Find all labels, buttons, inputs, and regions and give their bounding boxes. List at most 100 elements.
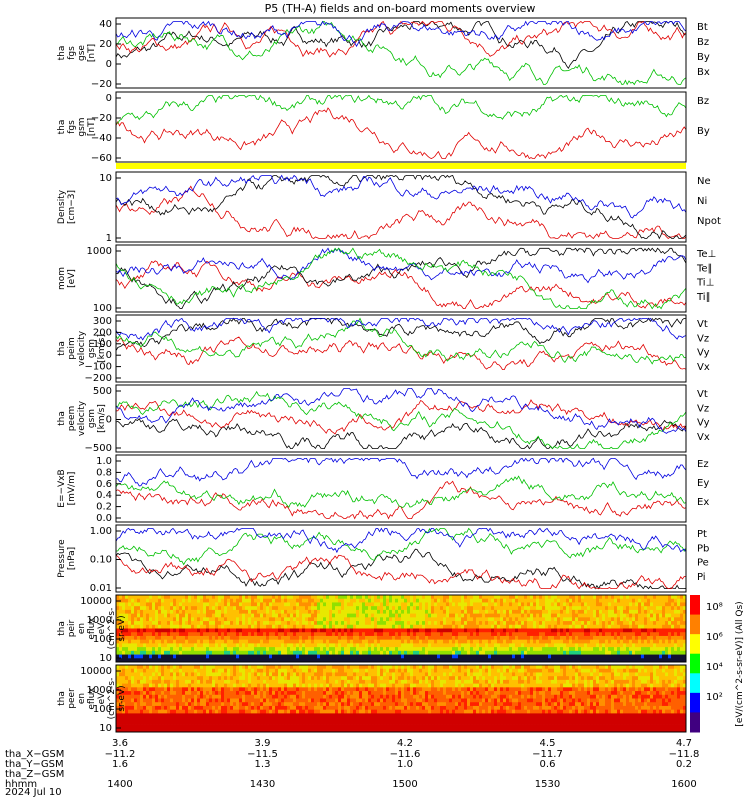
heatmap-cell (239, 679, 243, 685)
heatmap-cell (620, 598, 624, 603)
heatmap-cell (281, 713, 285, 718)
heatmap-cell (206, 676, 210, 681)
heatmap-cell (311, 691, 315, 696)
heatmap-cell (635, 621, 639, 626)
heatmap-cell (227, 679, 231, 685)
heatmap-cell (242, 606, 246, 611)
y-tick-label: 100 (93, 303, 112, 314)
heatmap-cell (356, 650, 360, 655)
heatmap-cell (602, 639, 606, 644)
heatmap-cell (212, 698, 216, 703)
heatmap-cell (254, 624, 258, 629)
heatmap-cell (140, 598, 144, 603)
heatmap-cell (650, 598, 654, 603)
heatmap-cell (452, 602, 456, 607)
heatmap-cell (128, 702, 132, 707)
heatmap-cell (284, 698, 288, 703)
heatmap-cell (257, 698, 261, 703)
heatmap-cell (548, 598, 552, 603)
heatmap-cell (605, 595, 609, 600)
heatmap-cell (146, 643, 150, 648)
heatmap-cell (119, 647, 123, 652)
heatmap-cell (416, 617, 420, 622)
heatmap-cell (620, 617, 624, 622)
heatmap-cell (131, 624, 135, 629)
heatmap-cell (512, 606, 516, 611)
heatmap-cell (479, 613, 483, 618)
heatmap-cell (155, 613, 159, 618)
heatmap-cell (122, 676, 126, 681)
heatmap-cell (350, 595, 354, 600)
heatmap-cell (266, 643, 270, 648)
legend-Ti⊥: Ti⊥ (696, 278, 714, 289)
heatmap-cell (503, 606, 507, 611)
heatmap-cell (209, 717, 213, 722)
heatmap-cell (521, 621, 525, 626)
heatmap-cell (644, 598, 648, 603)
heatmap-cell (314, 713, 318, 718)
heatmap-cell (185, 654, 189, 659)
heatmap-cell (587, 650, 591, 655)
heatmap-cell (149, 691, 153, 696)
heatmap-cell (644, 613, 648, 618)
heatmap-cell (362, 632, 366, 637)
heatmap-cell (335, 694, 339, 699)
heatmap-cell (158, 679, 162, 685)
heatmap-cell (371, 598, 375, 603)
heatmap-cell (404, 613, 408, 618)
heatmap-cell (533, 650, 537, 655)
heatmap-cell (563, 628, 567, 633)
heatmap-cell (452, 635, 456, 641)
heatmap-cell (155, 679, 159, 685)
heatmap-cell (230, 702, 234, 707)
heatmap-cell (473, 643, 477, 648)
heatmap-cell (440, 632, 444, 637)
heatmap-cell (260, 705, 264, 711)
heatmap-cell (188, 724, 192, 729)
heatmap-cell (188, 672, 192, 677)
legend-Te⊥: Te⊥ (696, 249, 716, 260)
heatmap-cell (326, 639, 330, 644)
heatmap-cell (272, 687, 276, 692)
heatmap-cell (323, 658, 327, 663)
heatmap-cell (164, 598, 168, 603)
heatmap-cell (464, 635, 468, 641)
heatmap-cell (527, 643, 531, 648)
heatmap-cell (455, 643, 459, 648)
heatmap-cell (149, 676, 153, 681)
heatmap-cell (359, 643, 363, 648)
heatmap-cell (377, 609, 381, 615)
heatmap-cell (515, 643, 519, 648)
heatmap-cell (203, 687, 207, 692)
heatmap-cell (293, 724, 297, 729)
heatmap-cell (404, 647, 408, 652)
heatmap-cell (329, 609, 333, 615)
heatmap-cell (449, 647, 453, 652)
heatmap-cell (599, 598, 603, 603)
heatmap-cell (305, 665, 309, 670)
heatmap-cell (563, 621, 567, 626)
heatmap-cell (260, 694, 264, 699)
heatmap-cell (218, 705, 222, 711)
panel-frame (115, 454, 687, 523)
heatmap-cell (626, 632, 630, 637)
heatmap-cell (512, 617, 516, 622)
heatmap-cell (419, 639, 423, 644)
heatmap-cell (224, 632, 228, 637)
heatmap-cell (530, 613, 534, 618)
heatmap-cell (614, 621, 618, 626)
heatmap-cell (143, 606, 147, 611)
heatmap-cell (179, 676, 183, 681)
heatmap-cell (572, 632, 576, 637)
legend-Vt: Vt (697, 319, 708, 330)
heatmap-cell (296, 602, 300, 607)
heatmap-cell (116, 624, 120, 629)
heatmap-cell (311, 668, 315, 673)
heatmap-cell (170, 720, 174, 725)
heatmap-cell (404, 617, 408, 622)
heatmap-cell (482, 643, 486, 648)
heatmap-cell (629, 632, 633, 637)
heatmap-cell (425, 617, 429, 622)
heatmap-cell (155, 713, 159, 718)
heatmap-cell (284, 595, 288, 600)
